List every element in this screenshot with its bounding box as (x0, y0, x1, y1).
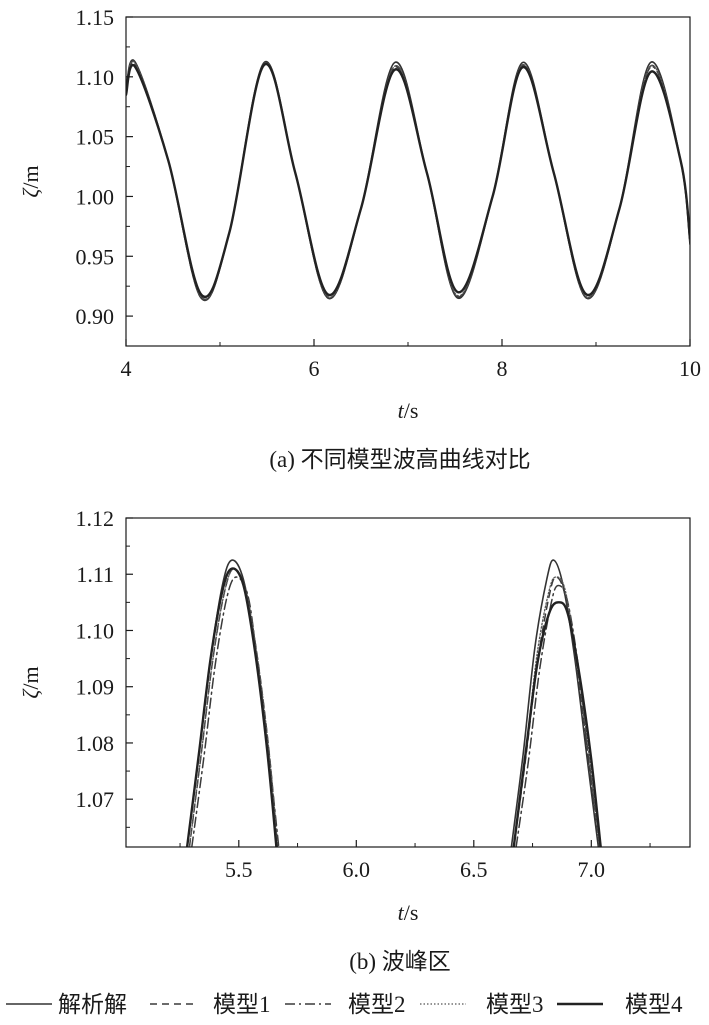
panel-b-series-model2 (515, 584, 602, 847)
panel-b-x-axis-var: t (398, 900, 405, 925)
panel-a-x-tick-label: 4 (121, 356, 132, 381)
panel-b-series-model1 (513, 576, 601, 847)
legend-item-model3: 模型3 (420, 992, 544, 1017)
panel-b-x-axis-label: t/s (398, 900, 419, 925)
panel-b-lines (185, 559, 602, 847)
panel-b-series-model3 (513, 576, 601, 847)
panel-b-y-tick-label: 1.08 (76, 731, 115, 756)
legend: 解析解 模型1 模型2 模型3 模型4 (6, 992, 683, 1017)
panel-b-series-model4 (185, 567, 278, 847)
panel-a-y-tick-label: 1.05 (76, 125, 115, 150)
panel-b-x-tick-label: 5.5 (225, 857, 253, 882)
legend-item-model2: 模型2 (285, 992, 406, 1017)
panel-b-series-analytic (510, 559, 600, 847)
panel-b-x-tick-label: 7.0 (578, 857, 606, 882)
panel-a-x-tick-label: 10 (679, 356, 701, 381)
panel-b: 5.5 6.0 6.5 7.0 1.07 1.08 1.09 1.10 1.11 1.12 ζ/m… (18, 506, 691, 974)
panel-b-y-axis-unit: /m (18, 666, 43, 689)
panel-b-plot-frame (125, 517, 691, 848)
panel-b-series-model4 (512, 601, 602, 847)
panel-b-y-tick-label: 1.11 (76, 562, 114, 587)
panel-b-y-tick-label: 1.07 (76, 787, 115, 812)
panel-b-y-axis-var: ζ (18, 688, 43, 699)
legend-label-model1: 模型1 (213, 992, 271, 1017)
legend-label-model4: 模型4 (625, 992, 683, 1017)
panel-a-lines (126, 59, 690, 302)
panel-b-ticks: 5.5 6.0 6.5 7.0 1.07 1.08 1.09 1.10 1.11 1.12 (76, 506, 651, 882)
panel-a: 4 6 8 10 0.90 0.95 1.00 1.05 1.10 1.15 ζ/m t/s (a… (18, 5, 701, 472)
panel-a-y-tick-label: 0.95 (76, 244, 115, 269)
panel-b-series-model3 (188, 567, 279, 847)
panel-b-x-tick-label: 6.0 (343, 857, 371, 882)
panel-b-y-tick-label: 1.12 (76, 506, 115, 531)
panel-a-y-axis-label: ζ/m (18, 165, 43, 197)
panel-a-plot-frame (125, 16, 691, 347)
panel-a-y-axis-var: ζ (18, 187, 43, 198)
panel-a-series-model2 (126, 61, 690, 302)
panel-a-x-tick-label: 6 (309, 356, 320, 381)
panel-a-y-axis-unit: /m (18, 165, 43, 188)
legend-item-model1: 模型1 (150, 992, 271, 1017)
panel-a-series-model4 (126, 62, 690, 298)
panel-b-caption: (b) 波峰区 (349, 949, 451, 974)
panel-b-y-tick-label: 1.09 (76, 675, 115, 700)
panel-a-x-axis-unit: /s (404, 398, 419, 423)
panel-b-y-tick-label: 1.10 (76, 618, 115, 643)
panel-a-x-axis-label: t/s (398, 398, 419, 423)
panel-a-y-tick-label: 1.15 (76, 5, 115, 30)
legend-label-model3: 模型3 (486, 992, 544, 1017)
legend-item-model4: 模型4 (557, 992, 683, 1017)
legend-label-analytic: 解析解 (58, 992, 127, 1017)
panel-b-x-tick-label: 6.5 (460, 857, 488, 882)
panel-b-y-axis-label: ζ/m (18, 666, 43, 698)
panel-b-x-axis-unit: /s (404, 900, 419, 925)
panel-a-caption: (a) 不同模型波高曲线对比 (269, 447, 530, 472)
panel-a-y-tick-label: 1.10 (76, 65, 115, 90)
legend-label-model2: 模型2 (348, 992, 406, 1017)
panel-a-x-axis-var: t (398, 398, 405, 423)
panel-a-y-tick-label: 1.00 (76, 184, 115, 209)
legend-item-analytic: 解析解 (6, 992, 127, 1017)
panel-a-y-tick-label: 0.90 (76, 304, 115, 329)
panel-a-ticks: 4 6 8 10 0.90 0.95 1.00 1.05 1.10 1.15 (76, 5, 702, 381)
panel-a-x-tick-label: 8 (497, 356, 508, 381)
